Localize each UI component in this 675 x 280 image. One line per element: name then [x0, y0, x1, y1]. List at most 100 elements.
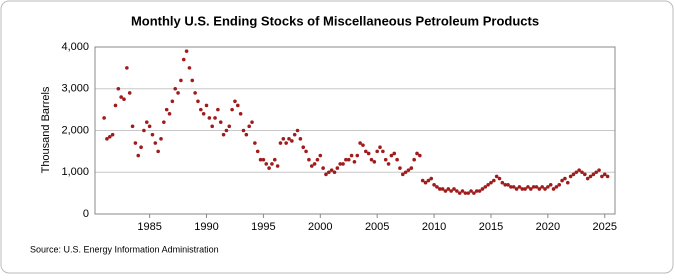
point	[184, 49, 189, 53]
point	[307, 157, 311, 162]
point	[327, 170, 331, 175]
point	[600, 174, 604, 179]
point	[369, 157, 374, 162]
point	[548, 182, 553, 187]
point	[574, 170, 579, 175]
point	[557, 182, 562, 187]
point	[287, 137, 291, 141]
point	[301, 145, 306, 149]
point	[230, 107, 234, 112]
point	[144, 120, 149, 124]
point	[267, 166, 271, 170]
point	[449, 189, 453, 193]
x-tick-label: 2015	[479, 221, 503, 233]
point	[585, 176, 590, 181]
point	[105, 137, 109, 141]
point	[580, 170, 584, 175]
point	[107, 134, 112, 139]
point	[153, 141, 158, 145]
point	[474, 189, 479, 193]
y-axis-label: Thousand Barrels	[40, 86, 52, 173]
point	[500, 180, 505, 185]
point	[113, 103, 118, 108]
point	[164, 107, 169, 112]
point	[304, 149, 308, 154]
plot-frame	[94, 46, 616, 215]
point	[275, 164, 280, 168]
point	[116, 86, 121, 91]
point	[329, 168, 334, 172]
point	[437, 187, 442, 191]
point	[389, 153, 394, 158]
point	[207, 116, 212, 120]
point	[278, 141, 283, 145]
point	[563, 176, 567, 181]
point	[213, 116, 217, 120]
point	[597, 168, 601, 172]
point	[395, 157, 399, 162]
point	[258, 157, 263, 162]
point	[264, 162, 269, 166]
point	[332, 170, 337, 175]
point	[381, 149, 385, 154]
x-tick-label: 2010	[422, 221, 446, 233]
point	[568, 174, 573, 179]
point	[125, 66, 129, 70]
point	[261, 157, 266, 162]
point	[489, 180, 493, 185]
point	[292, 132, 297, 137]
point	[150, 132, 155, 137]
point	[418, 153, 422, 158]
point	[383, 157, 388, 162]
y-tick-label: 0	[83, 208, 89, 220]
point	[102, 116, 106, 120]
point	[486, 182, 490, 187]
point	[321, 166, 325, 170]
point	[506, 182, 510, 187]
point	[403, 170, 408, 175]
point	[130, 124, 135, 129]
point	[517, 185, 522, 189]
point	[546, 185, 550, 189]
point	[156, 149, 160, 154]
point	[173, 86, 178, 91]
point	[335, 166, 340, 170]
x-tick-label: 2000	[308, 221, 332, 233]
point	[358, 141, 362, 145]
point	[523, 187, 527, 191]
point	[520, 187, 525, 191]
point	[233, 99, 237, 104]
point	[480, 187, 485, 191]
point	[469, 189, 473, 193]
point	[375, 149, 379, 154]
point	[298, 137, 303, 141]
point	[534, 185, 539, 189]
point	[187, 66, 192, 70]
point	[346, 157, 351, 162]
point	[201, 112, 206, 116]
point	[460, 189, 465, 193]
point	[528, 187, 533, 191]
point	[571, 172, 576, 177]
point	[238, 112, 243, 116]
point	[426, 178, 431, 183]
point	[531, 185, 536, 189]
point	[344, 157, 348, 162]
point	[355, 153, 360, 158]
point	[247, 124, 251, 129]
point	[361, 143, 365, 147]
point	[139, 145, 143, 149]
point	[511, 185, 516, 189]
point	[244, 132, 249, 137]
point	[497, 176, 502, 181]
point	[483, 185, 488, 189]
point	[446, 187, 451, 191]
frame	[0, 0, 674, 274]
point	[218, 120, 223, 124]
point	[463, 191, 468, 195]
x-tick-label: 1985	[137, 221, 161, 233]
x-tick-label: 1995	[251, 221, 275, 233]
point	[386, 162, 391, 166]
point	[216, 107, 220, 112]
